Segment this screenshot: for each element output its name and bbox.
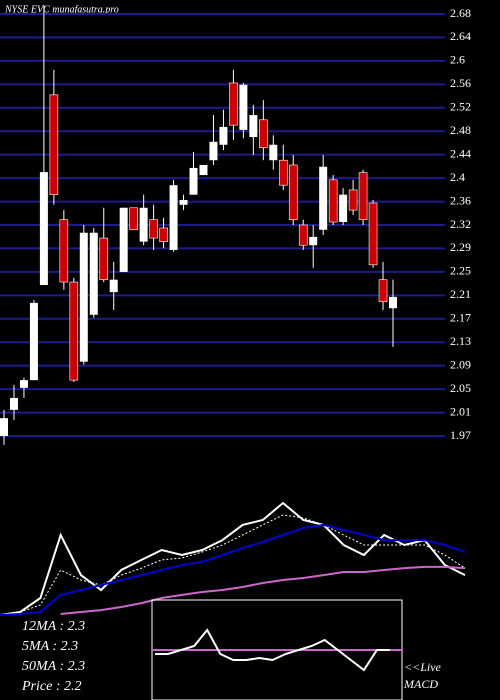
y-tick-label: 2.05 xyxy=(450,381,471,395)
candle-body xyxy=(298,224,308,246)
y-tick-label: 2.21 xyxy=(450,287,471,301)
y-tick-label: 2.29 xyxy=(450,240,471,254)
candle-body xyxy=(378,279,388,302)
candle-body xyxy=(328,179,338,223)
indicator-line xyxy=(0,514,466,616)
candle-body xyxy=(9,397,18,410)
y-tick-label: 2.32 xyxy=(450,217,471,231)
candle-body xyxy=(389,296,397,309)
indicator-line xyxy=(0,523,466,616)
y-tick-label: 2.4 xyxy=(450,170,465,184)
candle-body xyxy=(269,144,278,161)
y-tick-label: 2.52 xyxy=(450,100,471,114)
y-tick-label: 2.68 xyxy=(450,6,471,20)
candle-body xyxy=(339,194,348,223)
candle-body xyxy=(229,82,238,126)
candle-body xyxy=(309,236,318,246)
candle-body xyxy=(239,84,248,130)
legend-stat: 5MA : 2.3 xyxy=(22,639,78,654)
candle-body xyxy=(219,126,228,145)
candle-body xyxy=(0,418,8,436)
y-tick-label: 2.56 xyxy=(450,76,471,90)
candle-body xyxy=(159,227,168,242)
indicator-line xyxy=(0,501,466,616)
candle-body xyxy=(69,281,79,381)
macd-label: <<Live xyxy=(404,660,442,674)
candle-body xyxy=(209,141,218,161)
candle-body xyxy=(99,237,109,280)
candle-body xyxy=(189,167,198,195)
candle-body xyxy=(59,219,69,283)
candle-body xyxy=(179,200,188,205)
legend-stat: Price : 2.2 xyxy=(21,679,81,694)
candle-body xyxy=(348,189,358,211)
indicator-line xyxy=(155,628,390,672)
candle-body xyxy=(319,166,328,230)
y-tick-label: 2.48 xyxy=(450,123,471,137)
y-tick-label: 2.64 xyxy=(450,29,471,43)
y-tick-label: 2.09 xyxy=(450,357,471,371)
candle-body xyxy=(119,207,128,272)
candle-body xyxy=(199,164,208,176)
legend-stat: 50MA : 2.3 xyxy=(22,659,85,674)
candle-body xyxy=(169,185,178,250)
legend-stat: 12MA : 2.3 xyxy=(22,619,85,634)
candle-body xyxy=(109,279,118,293)
candle-body xyxy=(139,207,148,242)
candle-body xyxy=(249,115,258,138)
y-tick-label: 2.36 xyxy=(450,193,471,207)
candle-body xyxy=(29,302,38,381)
candle-body xyxy=(358,172,368,220)
y-tick-label: 1.97 xyxy=(450,428,471,442)
candle-body xyxy=(39,172,48,286)
y-tick-label: 2.44 xyxy=(450,146,471,160)
y-tick-label: 2.17 xyxy=(450,311,471,325)
candle-body xyxy=(19,380,28,388)
y-tick-label: 2.01 xyxy=(450,404,471,418)
candle-body xyxy=(89,232,98,315)
candle-body xyxy=(368,202,378,266)
candle-body xyxy=(79,232,88,362)
macd-label: MACD xyxy=(403,677,438,691)
candle-body xyxy=(288,164,298,220)
y-tick-label: 2.13 xyxy=(450,334,471,348)
candle-body xyxy=(259,119,268,149)
y-tick-label: 2.6 xyxy=(450,53,465,67)
y-tick-label: 2.25 xyxy=(450,264,471,278)
chart-title: NYSE EVC munafasutra.pro xyxy=(4,4,119,15)
indicator-line xyxy=(60,565,466,615)
candle-body xyxy=(278,159,288,186)
candle-body xyxy=(129,207,138,231)
candle-body xyxy=(149,219,158,239)
candle-body xyxy=(49,94,59,195)
